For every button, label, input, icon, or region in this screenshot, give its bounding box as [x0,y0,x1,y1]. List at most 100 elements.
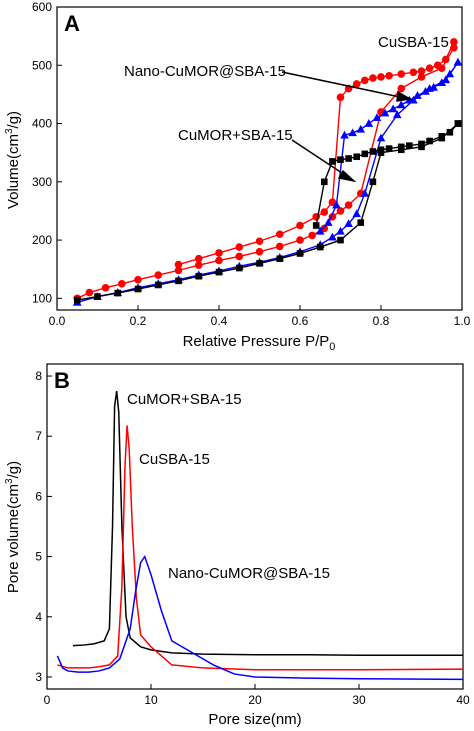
data-point-cusba-15 [275,242,284,251]
data-point-nano-cumor-sba-15 [352,209,361,218]
arrow-cumor-sba-head [337,169,357,183]
panel-b-series [56,390,464,681]
data-point-nano-cumor-sba-15 [396,100,406,109]
panel-a-x-tick-label: 0.4 [211,314,228,328]
data-point-cusba-15 [336,207,345,215]
data-point-nano-cumor-sba-15 [376,133,386,142]
data-point-nano-cumor-sba-15 [437,78,447,87]
data-point-cumor-sba-15 [438,133,446,140]
panel-b-letter: B [54,368,70,393]
data-point-cusba-15 [433,61,442,70]
data-point-cumor-sba-15 [94,293,101,300]
panel-a: 0.0 0.2 0.4 0.6 0.8 1.0 100 200 300 400 500 600 A R… [4,0,471,353]
panel-b-y-tick-label: 5 [35,550,42,564]
data-point-cusba-15 [344,201,353,209]
annotation-cumor-sba-a: CuMOR+SBA-15 [178,127,293,144]
series-line-cusba-15 [57,425,464,671]
arrow-cumor-sba [291,139,346,176]
data-point-nano-cumor-sba-15 [392,110,402,119]
data-point-cusba-15 [308,231,316,240]
panel-b-y-tick-label: 3 [35,670,42,684]
panel-b: 0 10 20 30 40 3 4 5 6 7 8 B Pore size(nm) Pore vol… [4,363,470,728]
data-point-cumor-sba-15 [73,296,81,304]
data-point-cusba-15 [397,84,406,93]
panel-b-y-axis-title: Pore volume(cm3/g) [4,461,22,593]
arrow-nano-cumor [281,71,401,98]
data-point-cusba-15 [352,80,361,88]
data-point-nano-cumor-sba-15 [356,124,366,133]
panel-a-series [72,38,463,306]
data-point-nano-cumor-sba-15 [328,232,337,241]
data-point-cumor-sba-15 [321,178,328,186]
data-point-cumor-sba-15 [369,178,377,186]
data-point-cusba-15 [174,266,183,275]
data-point-cumor-sba-15 [329,158,336,165]
data-point-cusba-15 [328,198,337,207]
data-point-nano-cumor-sba-15 [380,108,390,117]
data-point-cumor-sba-15 [114,289,122,297]
data-point-cusba-15 [336,93,345,102]
data-point-cusba-15 [215,256,223,265]
panel-a-x-tick-label: 0.0 [49,314,66,328]
data-point-cusba-15 [320,208,329,216]
data-point-cusba-15 [442,55,450,64]
panel-a-y-tick-label: 200 [32,233,52,247]
data-point-cusba-15 [320,224,329,233]
data-point-cumor-sba-15 [215,268,223,276]
panel-a-letter: A [64,11,80,36]
data-point-cusba-15 [417,73,426,81]
data-point-cumor-sba-15 [256,260,263,267]
panel-a-y-tick-label: 100 [32,291,52,305]
data-point-cumor-sba-15 [345,155,352,162]
data-point-cusba-15 [194,261,203,269]
data-point-cumor-sba-15 [296,250,304,257]
panel-b-y-tick-label: 6 [35,489,42,503]
data-point-cusba-15 [255,247,264,256]
panel-b-ticks: 0 10 20 30 40 3 4 5 6 7 8 [35,369,470,707]
panel-b-y-tick-label: 7 [35,429,42,443]
panel-a-y-axis-title: Volume(cm3/g) [4,111,22,209]
panel-a-y-tick-label: 600 [32,0,52,14]
data-point-cumor-sba-15 [385,145,393,152]
panel-a-x-tick-label: 1.0 [454,314,471,328]
data-point-cusba-15 [118,279,126,288]
data-point-cusba-15 [296,236,304,244]
panel-b-x-tick-label: 40 [456,693,470,707]
panel-a-frame [56,6,463,311]
data-point-cusba-15 [235,252,244,261]
data-point-cusba-15 [361,76,369,85]
panel-b-y-tick-label: 8 [35,369,42,383]
data-point-cusba-15 [450,38,458,46]
data-point-cusba-15 [194,254,203,263]
data-point-cusba-15 [377,73,385,81]
panel-a-y-tick-label: 400 [32,117,52,131]
panel-a-y-tick-label: 500 [32,58,52,72]
data-point-cusba-15 [154,271,163,279]
data-point-cusba-15 [85,288,94,297]
data-point-cumor-sba-15 [446,128,454,136]
panel-b-x-tick-label: 30 [352,693,366,707]
data-point-cusba-15 [385,71,393,80]
annotation-cusba15-a: CuSBA-15 [378,34,449,51]
data-point-cumor-sba-15 [357,219,365,226]
annotation-nano-cumor-b: Nano-CuMOR@SBA-15 [168,565,330,582]
data-point-nano-cumor-sba-15 [388,104,398,113]
data-point-nano-cumor-sba-15 [332,200,341,209]
panel-a-x-tick-label: 0.2 [130,314,147,328]
data-point-nano-cumor-sba-15 [453,57,463,66]
data-point-cumor-sba-15 [154,281,162,289]
panel-a-x-tick-label: 0.8 [373,314,390,328]
data-point-cusba-15 [417,67,426,75]
data-point-nano-cumor-sba-15 [340,130,349,139]
data-point-cumor-sba-15 [377,146,385,154]
data-point-nano-cumor-sba-15 [360,188,370,197]
data-point-cumor-sba-15 [353,153,360,161]
annotation-cumor-sba-b: CuMOR+SBA-15 [127,391,242,408]
data-point-nano-cumor-sba-15 [429,82,438,91]
annotation-cusba15-b: CuSBA-15 [139,451,210,468]
panel-a-x-tick-label: 0.6 [292,314,309,328]
data-point-cumor-sba-15 [361,150,369,158]
data-point-cumor-sba-15 [316,243,324,251]
data-point-cumor-sba-15 [175,277,182,285]
